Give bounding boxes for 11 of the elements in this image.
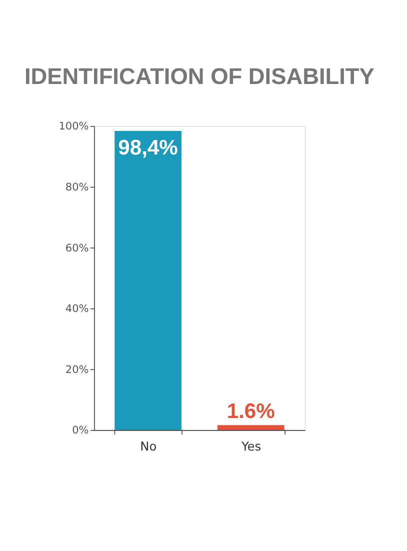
data-label: 98,4% [118, 136, 178, 160]
y-tick-label: 20% [65, 364, 89, 376]
y-tick-label: 40% [65, 303, 89, 316]
data-label: 1.6% [226, 400, 276, 423]
y-tick-label: 80% [65, 181, 89, 194]
chart-title: IDENTIFICATION OF DISABILITY [24, 62, 374, 89]
x-tick-label: No [140, 440, 157, 454]
y-tick-label: 0% [72, 424, 89, 437]
x-tick-label: Yes [240, 440, 262, 454]
y-tick-label: 60% [65, 242, 89, 254]
y-tick-label: 100% [58, 120, 89, 133]
